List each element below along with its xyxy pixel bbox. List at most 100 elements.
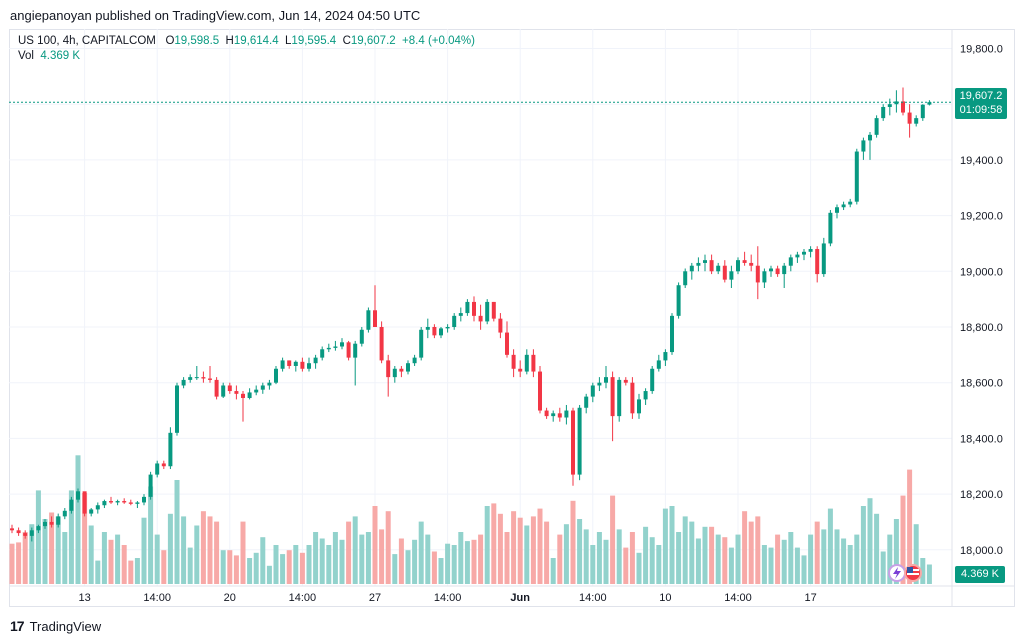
candle-body [511,354,516,369]
candle-body [703,260,707,263]
low-value: 19,595.4 [291,35,337,47]
candle-body [571,410,575,475]
candle-body [412,357,417,364]
volume-bar [332,532,338,584]
volume-bar [808,534,814,584]
candle-body [465,301,470,314]
volume-bar [616,529,622,584]
volume-bar [200,511,206,584]
candle-body [538,371,542,411]
candle-body [102,501,107,506]
x-tick-label: 27 [369,592,381,604]
volume-bar [9,543,15,584]
volume-bar [379,529,385,584]
candle-body [729,271,734,280]
volume-bar [867,498,873,584]
candle-body [267,382,272,386]
candle-body [683,271,688,286]
candle-body [604,377,608,383]
volume-bar [880,551,886,584]
candle-body [227,385,232,392]
tradingview-logo-icon[interactable]: 17 [10,618,25,634]
volume-bar [266,565,272,584]
change-value: +8.4 (+0.04%) [402,35,475,47]
candle-body [610,377,615,417]
candle-body [254,389,259,393]
volume-bar [517,517,523,584]
candle-body [841,204,846,208]
us-flag-icon[interactable] [904,564,922,582]
candle-body [689,265,694,272]
x-tick-label: 14:00 [143,592,171,604]
volume-bar [590,545,596,584]
y-axis-ticks: 19,800.019,600.019,400.019,200.019,000.0… [960,43,1003,556]
volume-bar [676,532,682,584]
open-value: 19,598.5 [174,35,220,47]
candle-body [828,212,833,244]
x-tick-label: 17 [804,592,816,604]
close-label: C [342,35,351,47]
volume-bar [887,534,893,584]
candle-body [762,271,767,283]
volume-bar [695,538,701,584]
candle-body [531,354,536,372]
volume-bar [596,532,602,584]
candle-body [346,342,351,358]
volume-bar [497,513,503,584]
candle-body [808,249,813,252]
volume-bar [233,555,239,584]
volume-bar [834,529,840,584]
candle-body [478,315,483,322]
low-label: L [285,35,292,47]
volume-bar [240,521,246,584]
y-tick-label: 19,400.0 [960,155,1003,167]
volume-bar [907,469,913,584]
volume-bar [280,554,286,584]
candle-body [874,118,879,135]
volume-bar [299,552,305,584]
y-tick-label: 19,800.0 [960,43,1003,55]
volume-bar [319,538,325,584]
candle-body [379,326,384,361]
candle-body [445,326,450,329]
volume-bar [445,543,451,584]
candle-body [128,502,133,504]
symbol-label[interactable]: US 100, 4h, CAPITALCOM [18,35,156,47]
candle-body [881,106,886,119]
x-tick-label: 20 [224,592,236,604]
candle-body [584,396,589,408]
candle-body [656,360,661,369]
candle-body [320,349,325,358]
volume-label[interactable]: Vol [18,50,34,62]
high-value: 19,614.4 [233,35,279,47]
candle-body [208,378,212,380]
candle-body [821,243,826,275]
volume-bar [313,532,319,584]
candle-body [135,502,140,504]
candle-body [392,368,397,378]
volume-bar [643,526,649,584]
footer-brand[interactable]: TradingView [29,618,102,634]
candle-body [122,501,127,503]
volume-bar [214,521,220,584]
candle-body [887,104,892,107]
volume-bar [306,545,312,584]
x-tick-label: 14:00 [724,592,752,604]
high-label: H [225,35,234,47]
candle-body [901,101,905,113]
volume-bar [636,552,642,584]
candle-body [498,318,503,333]
volume-bar [557,534,563,584]
volume-bar [161,550,167,584]
candle-body [260,385,265,390]
volume-bar [563,524,569,584]
candle-body [29,530,34,536]
candle-body [109,501,113,503]
volume-bar [629,532,635,584]
candle-body [161,463,166,467]
volume-bar [689,521,695,584]
volume-bar [847,545,853,584]
volume-bar [108,539,114,584]
volume-bar [293,545,299,584]
